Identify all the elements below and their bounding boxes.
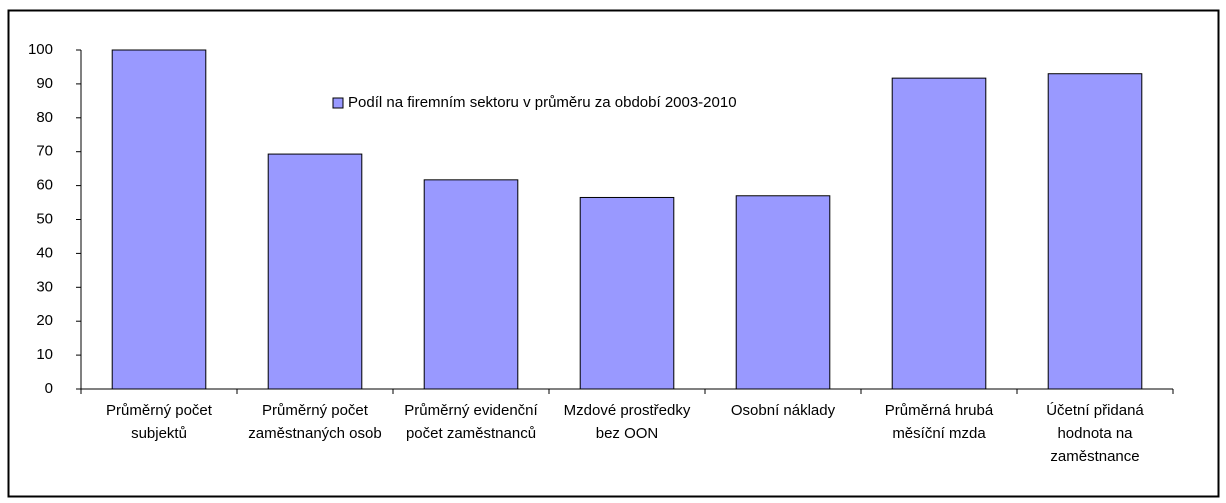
y-tick-label: 20 (36, 312, 53, 329)
bar (579, 196, 675, 390)
x-tick-label: Mzdové prostředky bez OON (563, 402, 691, 442)
x-tick-label: Průměrný evidenční počet zaměstnanců (404, 402, 538, 442)
y-tick-label: 70 (36, 143, 53, 160)
y-tick-label: 60 (36, 177, 53, 194)
y-tick-label: 50 (36, 210, 53, 227)
y-tick-label: 100 (28, 41, 53, 58)
y-tick-label: 40 (36, 244, 53, 261)
bar (111, 49, 207, 390)
y-tick-label: 0 (45, 380, 53, 397)
bar (891, 77, 987, 390)
legend-label: Podíl na firemním sektoru v průměru za o… (348, 94, 737, 111)
legend-swatch (332, 97, 344, 109)
x-tick-label: Účetní přidaná hodnota na zaměstnance (1046, 402, 1144, 465)
y-tick-label: 30 (36, 278, 53, 295)
y-tick-label: 80 (36, 109, 53, 126)
y-tick-label: 10 (36, 346, 53, 363)
bar (423, 179, 519, 390)
bar (1047, 73, 1143, 390)
bar (267, 153, 363, 390)
x-tick-label: Průměrná hrubá měsíční mzda (884, 402, 994, 442)
x-tick-label: Průměrný počet subjektů (106, 402, 212, 442)
y-tick-label: 90 (36, 75, 53, 92)
x-tick-label: Osobní náklady (730, 402, 836, 419)
x-tick-label: Průměrný počet zaměstnaných osob (248, 402, 382, 442)
bar (735, 195, 831, 390)
